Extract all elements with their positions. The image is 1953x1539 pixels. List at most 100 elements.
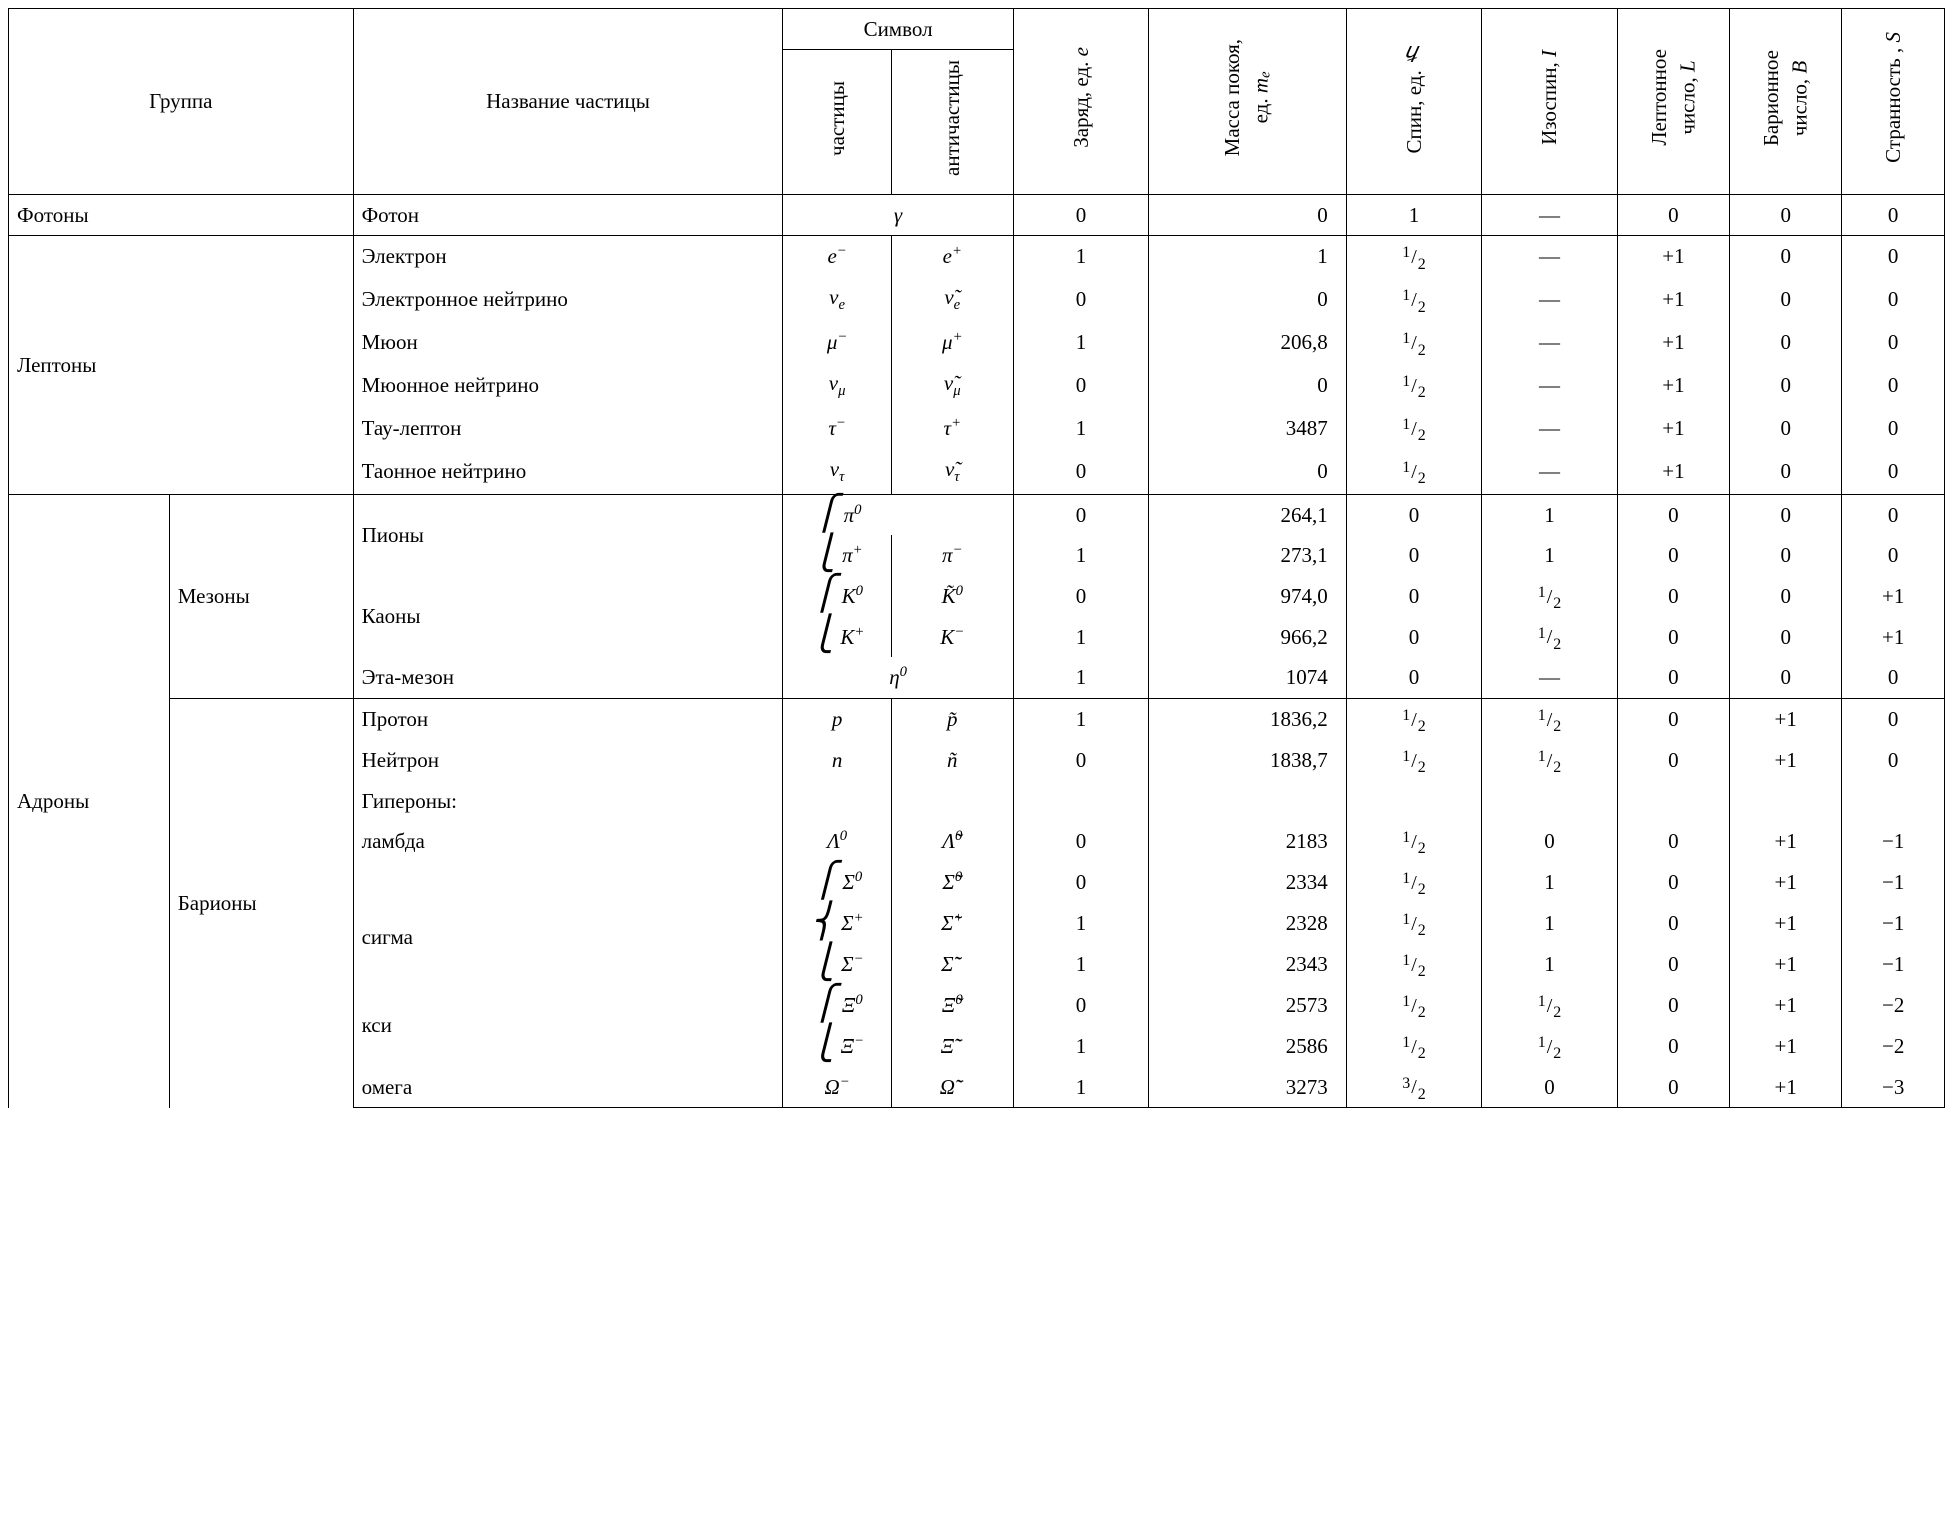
cell-baryon: 0 — [1730, 494, 1842, 535]
cell-isospin: 0 — [1482, 821, 1618, 862]
cell-spin — [1346, 781, 1482, 821]
cell-antiparticle: ñ — [891, 740, 1013, 781]
cell-isospin: 1 — [1482, 862, 1618, 903]
cell-name: омега — [353, 1066, 783, 1107]
cell-lepton: +1 — [1617, 235, 1729, 276]
cell-isospin: 1 — [1482, 494, 1618, 535]
cell-spin: 1/2 — [1482, 576, 1618, 617]
cell-charge — [1013, 781, 1149, 821]
cell-spin: 1/2 — [1346, 277, 1482, 322]
cell-particle: n — [783, 740, 891, 781]
cell-charge: 1 — [1013, 408, 1149, 449]
cell-strange: +1 — [1842, 616, 1945, 657]
cell-charge: 0 — [1013, 277, 1149, 322]
cell-charge: 0 — [1013, 985, 1149, 1026]
cell-lepton: 0 — [1617, 862, 1729, 903]
cell-name: Гипероны: — [353, 781, 783, 821]
particles-table: Группа Название частицы Символ Заряд, ед… — [8, 8, 1945, 1108]
cell-charge: 0 — [1013, 363, 1149, 408]
cell-lepton: 0 — [1617, 1026, 1729, 1067]
cell-baryon: 0 — [1730, 194, 1842, 235]
cell-antiparticle: K− — [891, 616, 1013, 657]
cell-antiparticle: μ+ — [891, 322, 1013, 363]
cell-spin: 1 — [1346, 194, 1482, 235]
cell-antiparticle: π− — [891, 535, 1013, 575]
cell-isospin: 1/2 — [1482, 698, 1618, 739]
cell-spin: 1/2 — [1346, 944, 1482, 985]
cell-lepton: 0 — [1617, 698, 1729, 739]
cell-lepton: +1 — [1617, 408, 1729, 449]
cell-baryon: 0 — [1730, 322, 1842, 363]
hdr-lepton: Лептонноечисло, L — [1617, 9, 1729, 195]
cell-particle: ντ — [783, 449, 891, 495]
cell-spin: 1/2 — [1346, 903, 1482, 944]
cell-baryon: +1 — [1730, 1066, 1842, 1107]
cell-lepton: 0 — [1617, 194, 1729, 235]
cell-spin: 3/2 — [1346, 1066, 1482, 1107]
cell-lepton: 0 — [1617, 821, 1729, 862]
cell-strange: −1 — [1842, 821, 1945, 862]
hdr-baryon: Барионноечисло, B — [1730, 9, 1842, 195]
cell-spin: 1/2 — [1346, 698, 1482, 739]
cell-name: Фотон — [353, 194, 783, 235]
cell-antiparticle: p̃ — [891, 698, 1013, 739]
cell-particle: p — [783, 698, 891, 739]
cell-spin: 0 — [1346, 657, 1482, 698]
cell-particle: ⎧ Σ0 — [783, 862, 891, 903]
cell-mass: 0 — [1149, 277, 1346, 322]
cell-strange: 0 — [1842, 363, 1945, 408]
cell-strange: 0 — [1842, 408, 1945, 449]
cell-mass: 0 — [1149, 194, 1346, 235]
cell-charge: 1 — [1013, 903, 1149, 944]
cell-isospin: — — [1482, 277, 1618, 322]
cell-mass: 2573 — [1149, 985, 1346, 1026]
cell-lepton — [1617, 781, 1729, 821]
cell-lepton: 0 — [1617, 616, 1729, 657]
hdr-group: Группа — [9, 9, 354, 195]
cell-isospin — [1482, 781, 1618, 821]
cell-mass: 2586 — [1149, 1026, 1346, 1067]
cell-lepton: 0 — [1617, 576, 1729, 617]
header-row-1: Группа Название частицы Символ Заряд, ед… — [9, 9, 1945, 50]
cell-charge: 1 — [1013, 616, 1149, 657]
cell-charge: 1 — [1013, 1066, 1149, 1107]
group-hadrons: Адроны — [9, 494, 170, 1108]
cell-baryon: 0 — [1730, 235, 1842, 276]
cell-particle: ⎩ π+ — [783, 535, 891, 575]
cell-strange: +1 — [1842, 576, 1945, 617]
cell-spin: 1/2 — [1346, 363, 1482, 408]
cell-lepton: 0 — [1617, 944, 1729, 985]
cell-isospin: 1 — [1482, 535, 1618, 575]
cell-spin: 0 — [1346, 535, 1482, 575]
cell-particle: ⎧ Ξ0 — [783, 985, 891, 1026]
cell-mass: 0 — [1149, 449, 1346, 495]
cell-mass: 2343 — [1149, 944, 1346, 985]
cell-mass: 1074 — [1149, 657, 1346, 698]
cell-mass: 3487 — [1149, 408, 1346, 449]
cell-lepton: 0 — [1617, 657, 1729, 698]
cell-baryon: 0 — [1730, 277, 1842, 322]
cell-charge: 1 — [1013, 535, 1149, 575]
cell-baryon: 0 — [1730, 408, 1842, 449]
cell-antiparticle: e+ — [891, 235, 1013, 276]
cell-mass — [1149, 781, 1346, 821]
cell-lepton: +1 — [1617, 449, 1729, 495]
cell-antiparticle: Σ̃0 — [891, 862, 1013, 903]
cell-charge: 1 — [1013, 322, 1149, 363]
cell-strange: −1 — [1842, 903, 1945, 944]
cell-isospin: 0 — [1482, 1066, 1618, 1107]
cell-particle: ⎧ π0 — [783, 494, 891, 535]
cell-antiparticle: τ+ — [891, 408, 1013, 449]
cell-spin: 1/2 — [1346, 322, 1482, 363]
cell-lepton: 0 — [1617, 903, 1729, 944]
cell-baryon — [1730, 781, 1842, 821]
group-leptons: Лептоны — [9, 235, 354, 494]
cell-spin: 0 — [1346, 494, 1482, 535]
hdr-mass: Масса покоя,ед. me — [1149, 9, 1346, 195]
cell-charge: 0 — [1013, 194, 1149, 235]
cell-name: Эта-мезон — [353, 657, 783, 698]
cell-spin: 1/2 — [1346, 449, 1482, 495]
cell-name: сигма — [353, 862, 783, 985]
cell-spin: 1/2 — [1482, 616, 1618, 657]
cell-symbol: γ — [783, 194, 1013, 235]
